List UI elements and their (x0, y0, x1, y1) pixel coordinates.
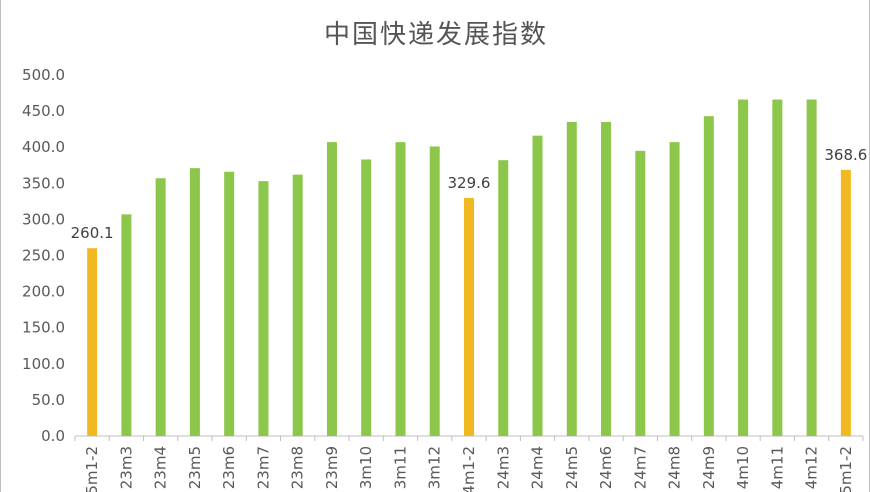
data-label: 260.1 (71, 224, 114, 242)
data-label: 368.6 (824, 146, 867, 164)
bar (87, 248, 98, 436)
bar (703, 116, 714, 437)
bar (772, 99, 783, 436)
bar (155, 178, 166, 436)
bar (464, 198, 474, 436)
y-tick-label: 50.0 (32, 391, 65, 409)
x-tick-label: 3m11 (391, 446, 409, 489)
data-label: 329.6 (448, 174, 491, 192)
x-tick-label: 23m9 (323, 446, 341, 489)
x-tick-label: 5m1-2 (837, 446, 855, 492)
bar (601, 121, 612, 437)
bar (395, 142, 406, 436)
bar (669, 142, 680, 436)
bar (532, 135, 543, 436)
x-tick-label: 23m3 (117, 446, 135, 489)
x-tick-label: 4m11 (768, 446, 786, 489)
y-tick-label: 250.0 (22, 247, 65, 265)
x-tick-label: 5m1-2 (83, 446, 101, 492)
bar (121, 214, 132, 436)
x-tick-label: 3m12 (426, 446, 444, 489)
x-tick-label: 24m3 (494, 446, 512, 489)
x-tick-label: 4m10 (734, 446, 752, 489)
x-tick-label: 24m5 (563, 446, 581, 489)
y-tick-label: 350.0 (22, 174, 65, 192)
x-tick-label: 23m8 (289, 446, 307, 489)
bar (429, 146, 440, 436)
y-tick-label: 150.0 (22, 319, 65, 337)
bar (498, 160, 509, 437)
y-tick-label: 100.0 (22, 355, 65, 373)
x-tick-label: 3m10 (357, 446, 375, 489)
bar (738, 99, 749, 436)
x-tick-label: 24m7 (631, 446, 649, 489)
x-tick-label: 23m6 (220, 446, 238, 489)
x-tick-label: 24m6 (597, 446, 615, 489)
bar (258, 181, 269, 436)
y-tick-label: 300.0 (22, 210, 65, 228)
x-tick-label: 24m4 (529, 446, 547, 489)
bar (326, 142, 337, 436)
bar (224, 171, 235, 437)
x-tick-label: 4m1-2 (460, 446, 478, 492)
x-tick-label: 23m5 (186, 446, 204, 489)
x-tick-label: 24m9 (700, 446, 718, 489)
bar (806, 99, 817, 436)
bar (566, 121, 577, 437)
chart-title: 中国快递发展指数 (323, 20, 548, 50)
x-tick-label: 23m7 (254, 446, 272, 489)
y-tick-label: 0.0 (41, 427, 65, 445)
y-tick-label: 450.0 (22, 102, 65, 120)
bar (361, 159, 372, 436)
x-tick-label: 23m4 (152, 446, 170, 489)
y-tick-label: 500.0 (22, 66, 65, 84)
bar (840, 169, 851, 437)
bar (635, 150, 646, 436)
y-tick-label: 200.0 (22, 283, 65, 301)
bar (189, 168, 200, 436)
bar (292, 174, 303, 437)
x-tick-label: 24m8 (666, 446, 684, 489)
x-tick-label: 4m12 (803, 446, 821, 489)
y-tick-label: 400.0 (22, 138, 65, 156)
